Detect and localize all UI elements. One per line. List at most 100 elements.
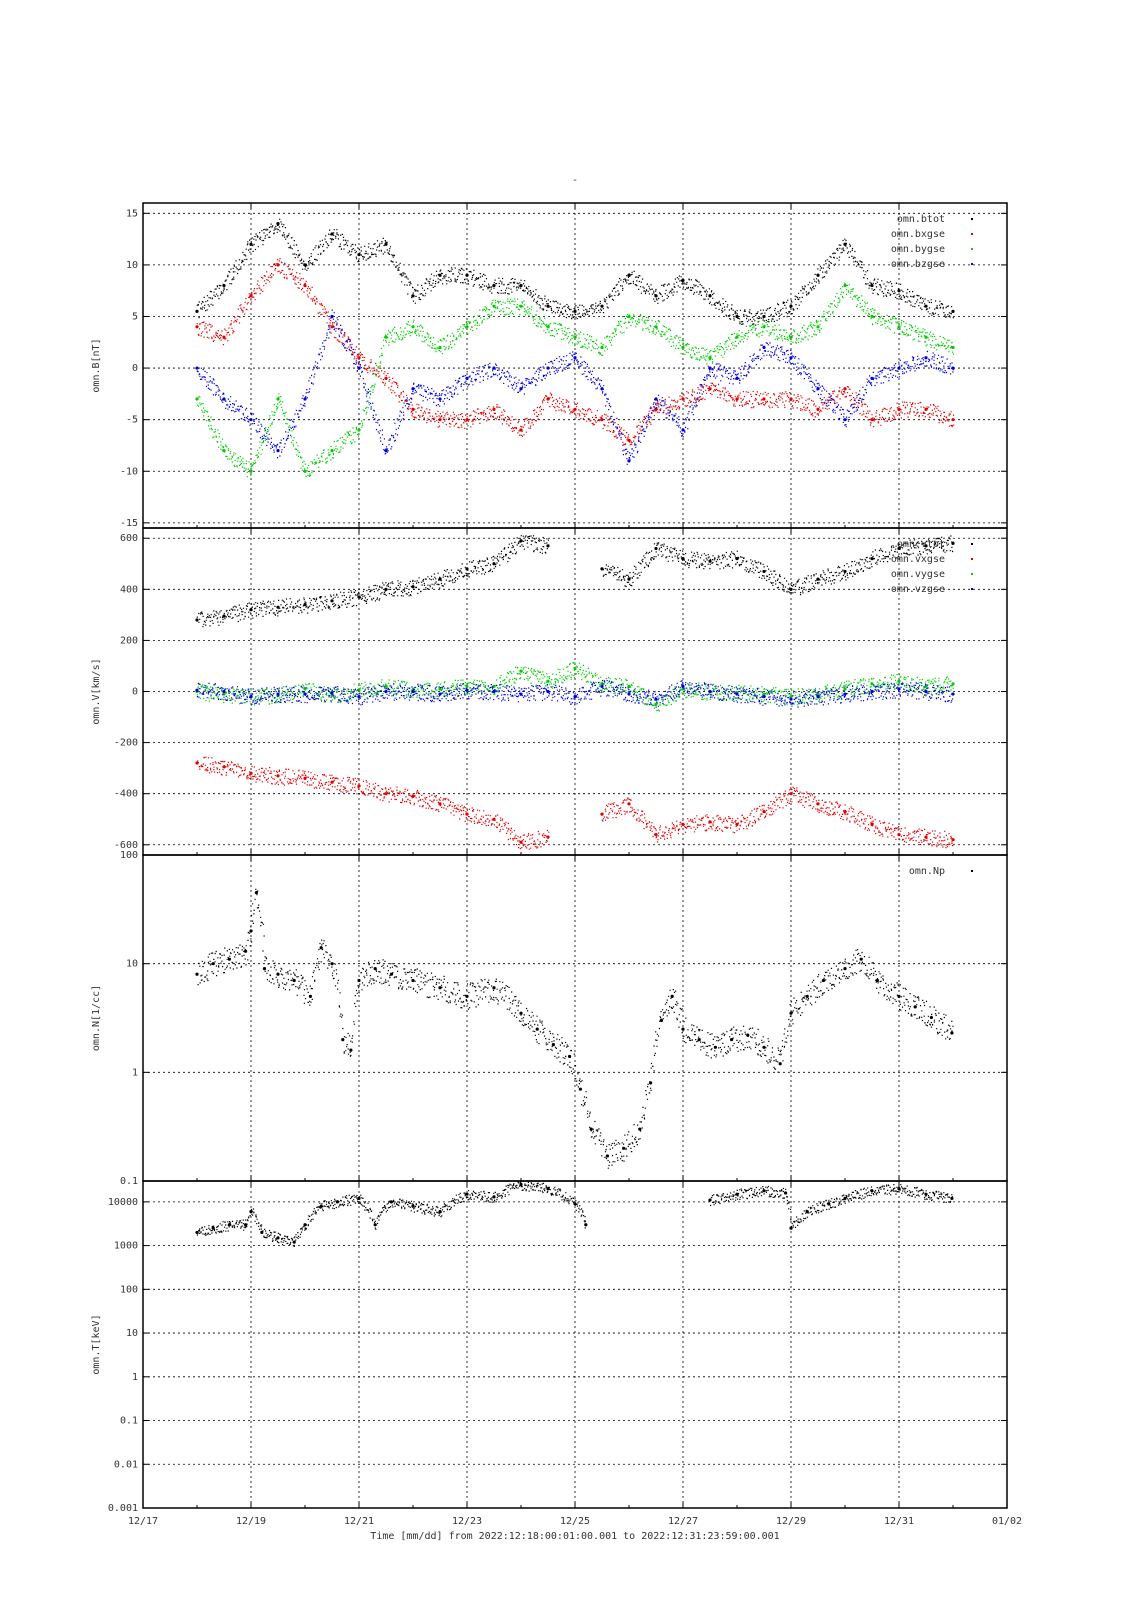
data-point bbox=[950, 1031, 954, 1035]
data-point bbox=[222, 614, 226, 618]
data-point bbox=[303, 692, 307, 696]
y-axis-title: omn.V[km/s] bbox=[91, 658, 102, 724]
data-point bbox=[276, 222, 280, 226]
y-tick-label: 1000 bbox=[114, 1241, 138, 1252]
data-point bbox=[519, 539, 523, 543]
series-points bbox=[196, 1181, 953, 1247]
data-point bbox=[681, 557, 685, 561]
data-point bbox=[492, 366, 496, 370]
data-point bbox=[659, 1018, 664, 1023]
data-point bbox=[249, 242, 253, 246]
y-tick-label: -600 bbox=[114, 840, 138, 851]
data-point bbox=[789, 1011, 793, 1015]
y-axis-title: omn.N[1/cc] bbox=[91, 985, 102, 1051]
data-point bbox=[746, 1033, 750, 1037]
data-point bbox=[924, 835, 928, 839]
data-point bbox=[411, 325, 415, 329]
x-tick-label: 12/21 bbox=[344, 1516, 374, 1527]
y-tick-label: -5 bbox=[126, 415, 138, 426]
data-point bbox=[951, 418, 955, 422]
data-point bbox=[816, 407, 820, 411]
x-tick-label: 12/17 bbox=[128, 1516, 158, 1527]
x-tick-label: 12/29 bbox=[776, 1516, 806, 1527]
data-point bbox=[384, 242, 388, 246]
data-point bbox=[654, 702, 658, 706]
data-point bbox=[357, 366, 361, 370]
data-point bbox=[262, 967, 267, 971]
data-point bbox=[762, 695, 766, 699]
data-point bbox=[227, 1223, 231, 1227]
data-point bbox=[319, 946, 323, 950]
data-point bbox=[341, 1038, 345, 1042]
data-point bbox=[697, 1038, 701, 1042]
data-point bbox=[600, 567, 604, 571]
data-point bbox=[627, 438, 631, 442]
data-point bbox=[762, 397, 766, 401]
data-point bbox=[573, 1202, 577, 1206]
x-tick-label: 12/23 bbox=[452, 1516, 482, 1527]
data-point bbox=[519, 1011, 523, 1015]
data-point bbox=[195, 309, 199, 313]
data-point bbox=[330, 232, 334, 236]
data-point bbox=[681, 428, 685, 432]
data-point bbox=[950, 1196, 954, 1201]
data-point bbox=[789, 335, 793, 339]
data-point bbox=[335, 1200, 339, 1204]
data-point bbox=[519, 428, 523, 432]
data-point bbox=[276, 397, 280, 401]
data-point bbox=[789, 695, 793, 699]
data-point bbox=[627, 692, 631, 696]
data-point bbox=[789, 397, 793, 401]
series-omn-bxgse bbox=[195, 258, 955, 446]
data-point bbox=[843, 387, 847, 391]
data-point bbox=[222, 689, 226, 694]
legend-marker bbox=[971, 218, 973, 220]
data-point bbox=[308, 994, 312, 998]
data-point bbox=[195, 761, 199, 765]
y-axis-title: omn.T[keV] bbox=[91, 1314, 102, 1374]
data-point bbox=[373, 967, 377, 971]
y-tick-label: 15 bbox=[126, 208, 138, 219]
data-point bbox=[681, 822, 685, 826]
data-point bbox=[330, 962, 334, 966]
data-point bbox=[438, 1209, 442, 1214]
data-point bbox=[319, 1204, 323, 1208]
data-point bbox=[222, 765, 226, 769]
data-point bbox=[681, 684, 685, 688]
y-tick-label: 200 bbox=[120, 635, 138, 646]
data-point bbox=[546, 325, 550, 329]
data-point bbox=[897, 546, 901, 551]
data-point bbox=[789, 304, 793, 308]
data-point bbox=[816, 325, 820, 329]
data-point bbox=[330, 599, 334, 603]
legend-marker bbox=[971, 543, 973, 545]
data-point bbox=[735, 314, 739, 319]
data-point bbox=[546, 366, 550, 370]
data-point bbox=[897, 289, 901, 293]
data-point bbox=[438, 397, 442, 401]
data-point bbox=[897, 407, 901, 411]
series-omn-vzgse bbox=[195, 679, 955, 708]
data-point bbox=[805, 994, 809, 998]
data-point bbox=[897, 325, 901, 329]
data-point bbox=[654, 294, 658, 298]
data-point bbox=[573, 356, 577, 360]
data-point bbox=[276, 972, 280, 976]
data-point bbox=[411, 407, 415, 411]
figure-title: - bbox=[572, 175, 578, 186]
data-point bbox=[195, 618, 199, 622]
data-point bbox=[411, 1204, 415, 1208]
data-point bbox=[551, 1042, 556, 1047]
data-point bbox=[681, 345, 685, 350]
legend-marker bbox=[971, 558, 973, 560]
data-point bbox=[249, 608, 253, 612]
data-point bbox=[924, 407, 928, 411]
data-point bbox=[492, 304, 496, 308]
data-point bbox=[789, 1226, 793, 1230]
data-point bbox=[276, 1236, 280, 1240]
data-point bbox=[951, 692, 955, 696]
data-point bbox=[951, 838, 955, 842]
data-point bbox=[924, 1192, 928, 1196]
y-tick-label: -15 bbox=[120, 518, 138, 529]
